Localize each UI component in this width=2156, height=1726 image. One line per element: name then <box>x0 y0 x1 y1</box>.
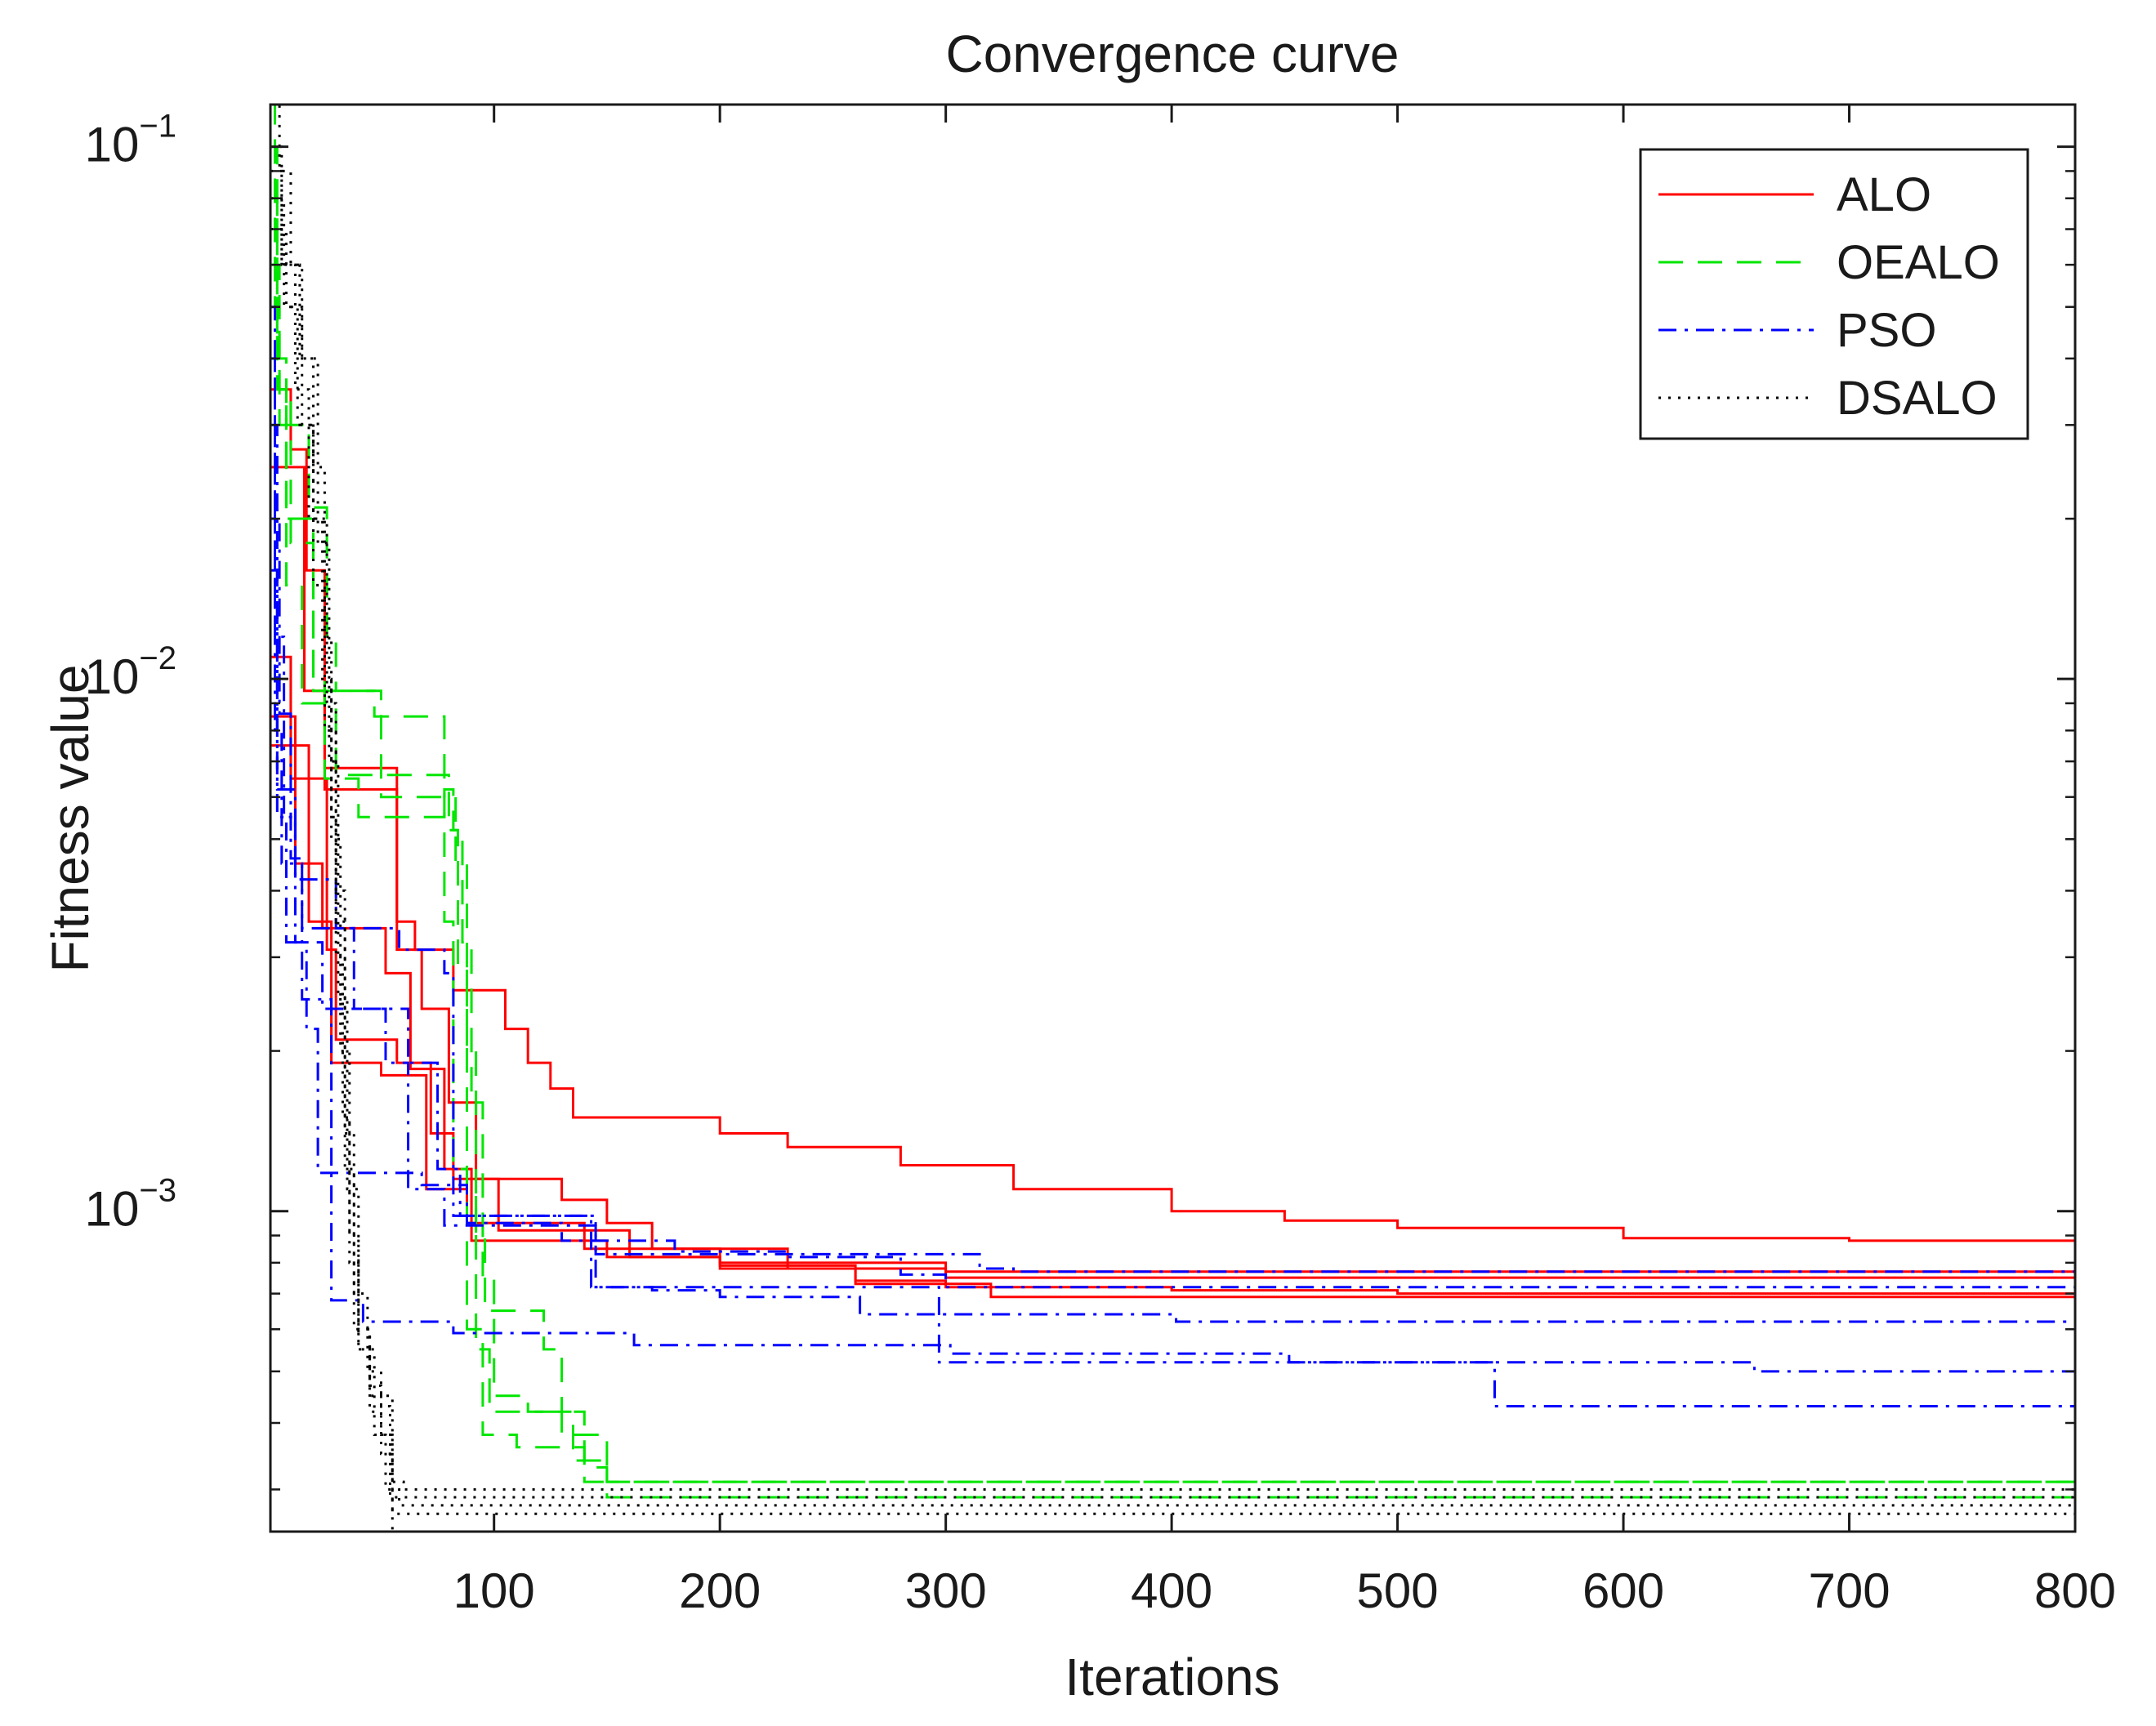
x-tick-label: 200 <box>679 1563 761 1618</box>
series-dsalo-run-2 <box>270 169 2075 1499</box>
x-tick-label: 500 <box>1357 1563 1439 1618</box>
legend-label-oealo: OEALO <box>1837 236 2000 289</box>
series-pso-run-1 <box>270 306 2075 1373</box>
legend: ALO OEALO PSO DSALO <box>1639 148 2029 440</box>
axes-layer: 10−1 10−2 10−3 100 200 300 400 500 600 700 800 <box>85 103 2116 1618</box>
x-tick-label: 300 <box>905 1563 987 1618</box>
y-tick-label: 10−3 <box>85 1173 176 1237</box>
x-tick-label: 700 <box>1808 1563 1890 1618</box>
series-oealo-run-1 <box>270 105 2075 1499</box>
series-pso-run-5 <box>270 423 2075 1407</box>
x-tick-label: 800 <box>2034 1563 2116 1618</box>
x-axis-label: Iterations <box>1065 1648 1279 1706</box>
x-tick-label: 100 <box>453 1563 535 1618</box>
x-tick-label: 600 <box>1582 1563 1664 1618</box>
series-dsalo-run-3 <box>270 228 2075 1515</box>
legend-label-alo: ALO <box>1837 168 1931 221</box>
series-pso-run-3 <box>270 517 2075 1273</box>
x-tick-label: 400 <box>1131 1563 1212 1618</box>
series-oealo-run-2 <box>270 197 2075 1483</box>
series-layer <box>270 105 2075 1532</box>
series-dsalo-run-5 <box>270 197 2075 1532</box>
legend-label-pso: PSO <box>1837 304 1937 357</box>
legend-label-dsalo: DSALO <box>1837 372 1998 425</box>
series-dsalo-run-1 <box>270 105 2075 1491</box>
series-pso-run-4 <box>270 569 2075 1323</box>
legend-box <box>1639 148 2029 440</box>
chart-title: Convergence curve <box>946 25 1399 83</box>
y-axis-label: Fitness value <box>41 664 100 972</box>
series-oealo-run-4 <box>270 145 2075 1499</box>
series-oealo <box>270 105 2075 1499</box>
y-tick-label: 10−2 <box>85 640 176 704</box>
series-pso <box>270 306 2075 1407</box>
y-tick-label: 10−1 <box>85 109 176 172</box>
series-dsalo <box>270 105 2075 1532</box>
